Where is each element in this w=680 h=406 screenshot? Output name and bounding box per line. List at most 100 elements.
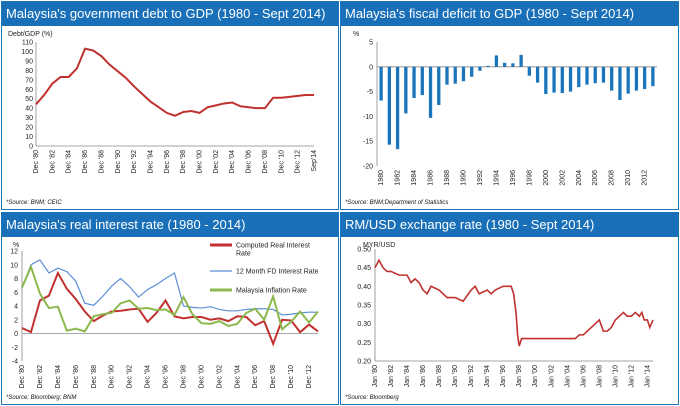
x-tick-label: 1982 bbox=[395, 170, 402, 186]
x-tick-label: Dec '08 bbox=[262, 150, 269, 174]
x-tick-label: Dec '80 bbox=[19, 365, 26, 389]
interest-series-line bbox=[21, 270, 319, 347]
source-note: *Source: Bloomberg bbox=[345, 395, 399, 401]
y-tick-label: 20 bbox=[25, 125, 33, 132]
x-tick-label: 1992 bbox=[477, 170, 484, 186]
x-tick-label: Dec '02 bbox=[216, 365, 223, 389]
x-tick-label: Dec '00 bbox=[197, 150, 204, 174]
x-tick-label: Jan '92 bbox=[468, 365, 475, 387]
y-axis-label: % bbox=[13, 242, 19, 249]
y-tick-label: 40 bbox=[25, 106, 33, 113]
x-tick-label: Dec '90 bbox=[115, 150, 122, 174]
deficit-bar bbox=[577, 66, 581, 88]
x-tick-label: Jan '90 bbox=[452, 365, 459, 387]
y-tick-label: 70 bbox=[25, 77, 33, 84]
deficit-bar bbox=[461, 66, 466, 82]
exchange-rate-chart: MYR/USD 0.20 0.25 0.30 0.35 0.40 0.45 0.50 Jan '… bbox=[357, 242, 654, 387]
x-tick-label: 1986 bbox=[428, 170, 435, 186]
deficit-bar bbox=[601, 66, 606, 83]
x-tick-label: Dec '98 bbox=[180, 365, 187, 389]
x-tick-label: Jan '12 bbox=[628, 365, 635, 387]
panel-title: Malaysia's government debt to GDP (1980 … bbox=[2, 2, 338, 26]
deficit-bar bbox=[445, 66, 449, 85]
x-tick-label: Dec '06 bbox=[252, 365, 259, 389]
x-tick-label: 1994 bbox=[493, 170, 500, 186]
deficit-bar bbox=[494, 55, 499, 67]
x-tick-label: Jan '82 bbox=[388, 365, 395, 387]
x-tick-label: 2008 bbox=[609, 170, 616, 186]
y-tick-label: 110 bbox=[22, 40, 33, 47]
x-tick-label: Dec '92 bbox=[131, 150, 138, 174]
x-tick-label: Dec '04 bbox=[234, 365, 241, 389]
y-tick-label: 0.40 bbox=[357, 284, 371, 291]
x-tick-label: 1984 bbox=[411, 170, 418, 186]
y-tick-label: 2 bbox=[14, 317, 18, 324]
x-tick-label: 1990 bbox=[460, 170, 467, 186]
y-tick-label: 0 bbox=[369, 64, 373, 71]
interest-series-line bbox=[21, 264, 319, 333]
panel-real-interest-rate: Malaysia's real interest rate (1980 - 20… bbox=[1, 212, 339, 405]
y-tick-label: 10 bbox=[25, 134, 33, 141]
x-tick-label: Dec '88 bbox=[91, 365, 98, 389]
y-tick-label: 6 bbox=[14, 290, 18, 297]
x-tick-label: 2010 bbox=[625, 170, 632, 186]
x-tick-label: Dec '10 bbox=[288, 365, 295, 389]
x-tick-label: Jan '00 bbox=[532, 365, 539, 387]
exchange-rate-line bbox=[374, 258, 654, 347]
deficit-bar bbox=[412, 66, 416, 99]
source-note: *Source: BNM;Department of Statistics bbox=[345, 200, 449, 206]
x-tick-label: Jan '80 bbox=[372, 365, 379, 387]
deficit-bar bbox=[618, 66, 622, 101]
panel-exchange-rate: RM/USD exchange rate (1980 - Sept 2014) … bbox=[340, 212, 679, 405]
x-tick-label: Dec '94 bbox=[145, 365, 152, 389]
deficit-bar bbox=[420, 66, 424, 96]
deficit-bar bbox=[552, 66, 556, 93]
x-tick-label: Sep'14 bbox=[311, 150, 318, 172]
deficit-bar bbox=[651, 66, 655, 87]
deficit-bar bbox=[379, 66, 383, 101]
deficit-bar bbox=[519, 54, 523, 67]
panel-title: RM/USD exchange rate (1980 - Sept 2014) bbox=[341, 213, 678, 237]
y-tick-label: -2 bbox=[12, 345, 18, 352]
y-tick-label: -10 bbox=[363, 114, 373, 121]
x-tick-label: Dec '90 bbox=[109, 365, 116, 389]
legend-label: 12 Month FD Interest Rate bbox=[236, 269, 319, 276]
deficit-bar bbox=[535, 66, 540, 83]
x-tick-label: Jan '08 bbox=[596, 365, 603, 387]
debt-gdp-chart: Debt/GDP (%) 0 10 20 30 40 50 60 70 80 90 100 110 Dec… bbox=[8, 31, 318, 174]
x-tick-label: Jan '04 bbox=[564, 365, 571, 387]
x-tick-label: Jan '84 bbox=[404, 365, 411, 387]
debt-series-line bbox=[35, 47, 314, 117]
x-tick-label: Jan '96 bbox=[500, 365, 507, 387]
x-tick-label: Dec '82 bbox=[37, 365, 44, 389]
source-note: *Source: BNM; CEIC bbox=[6, 200, 62, 206]
deficit-bar bbox=[568, 66, 573, 92]
x-tick-label: 1980 bbox=[378, 170, 385, 186]
y-tick-label: -5 bbox=[367, 89, 373, 96]
y-tick-label: 0.45 bbox=[357, 265, 371, 272]
x-tick-label: Jan '88 bbox=[436, 365, 443, 387]
x-tick-label: Jan '02 bbox=[548, 365, 555, 387]
x-tick-label: Dec '92 bbox=[127, 365, 134, 389]
y-tick-label: 50 bbox=[25, 96, 33, 103]
deficit-bar bbox=[634, 66, 639, 91]
y-tick-label: 0.20 bbox=[357, 359, 371, 366]
deficit-bar bbox=[470, 66, 474, 77]
x-tick-label: Dec '10 bbox=[278, 150, 285, 174]
y-axis-label: MYR/USD bbox=[363, 242, 395, 249]
x-tick-label: Dec '88 bbox=[98, 150, 105, 174]
legend-label: Malaysia Inflation Rate bbox=[236, 288, 307, 295]
y-axis-label: Debt/GDP (%) bbox=[8, 31, 53, 38]
y-tick-label: 60 bbox=[25, 87, 33, 94]
x-tick-label: Jan '94 bbox=[484, 365, 491, 387]
real-interest-rate-chart: % -4 -2 0 2 4 6 8 10 12 Dec '80 Dec '82 Dec '84 Dec '… bbox=[10, 242, 319, 389]
x-tick-label: Jan '06 bbox=[580, 365, 587, 387]
legend-label: Rate bbox=[236, 251, 251, 258]
source-note: *Source: Bloomberg; BNM bbox=[6, 395, 77, 401]
legend-label: Computed Real Interest bbox=[236, 243, 310, 250]
x-tick-label: Jan '86 bbox=[420, 365, 427, 387]
x-tick-label: 2004 bbox=[576, 170, 583, 186]
y-tick-label: 12 bbox=[10, 249, 18, 256]
panel-title: Malaysia's fiscal deficit to GDP (1980 -… bbox=[341, 2, 678, 26]
x-tick-label: Dec '84 bbox=[66, 150, 73, 174]
